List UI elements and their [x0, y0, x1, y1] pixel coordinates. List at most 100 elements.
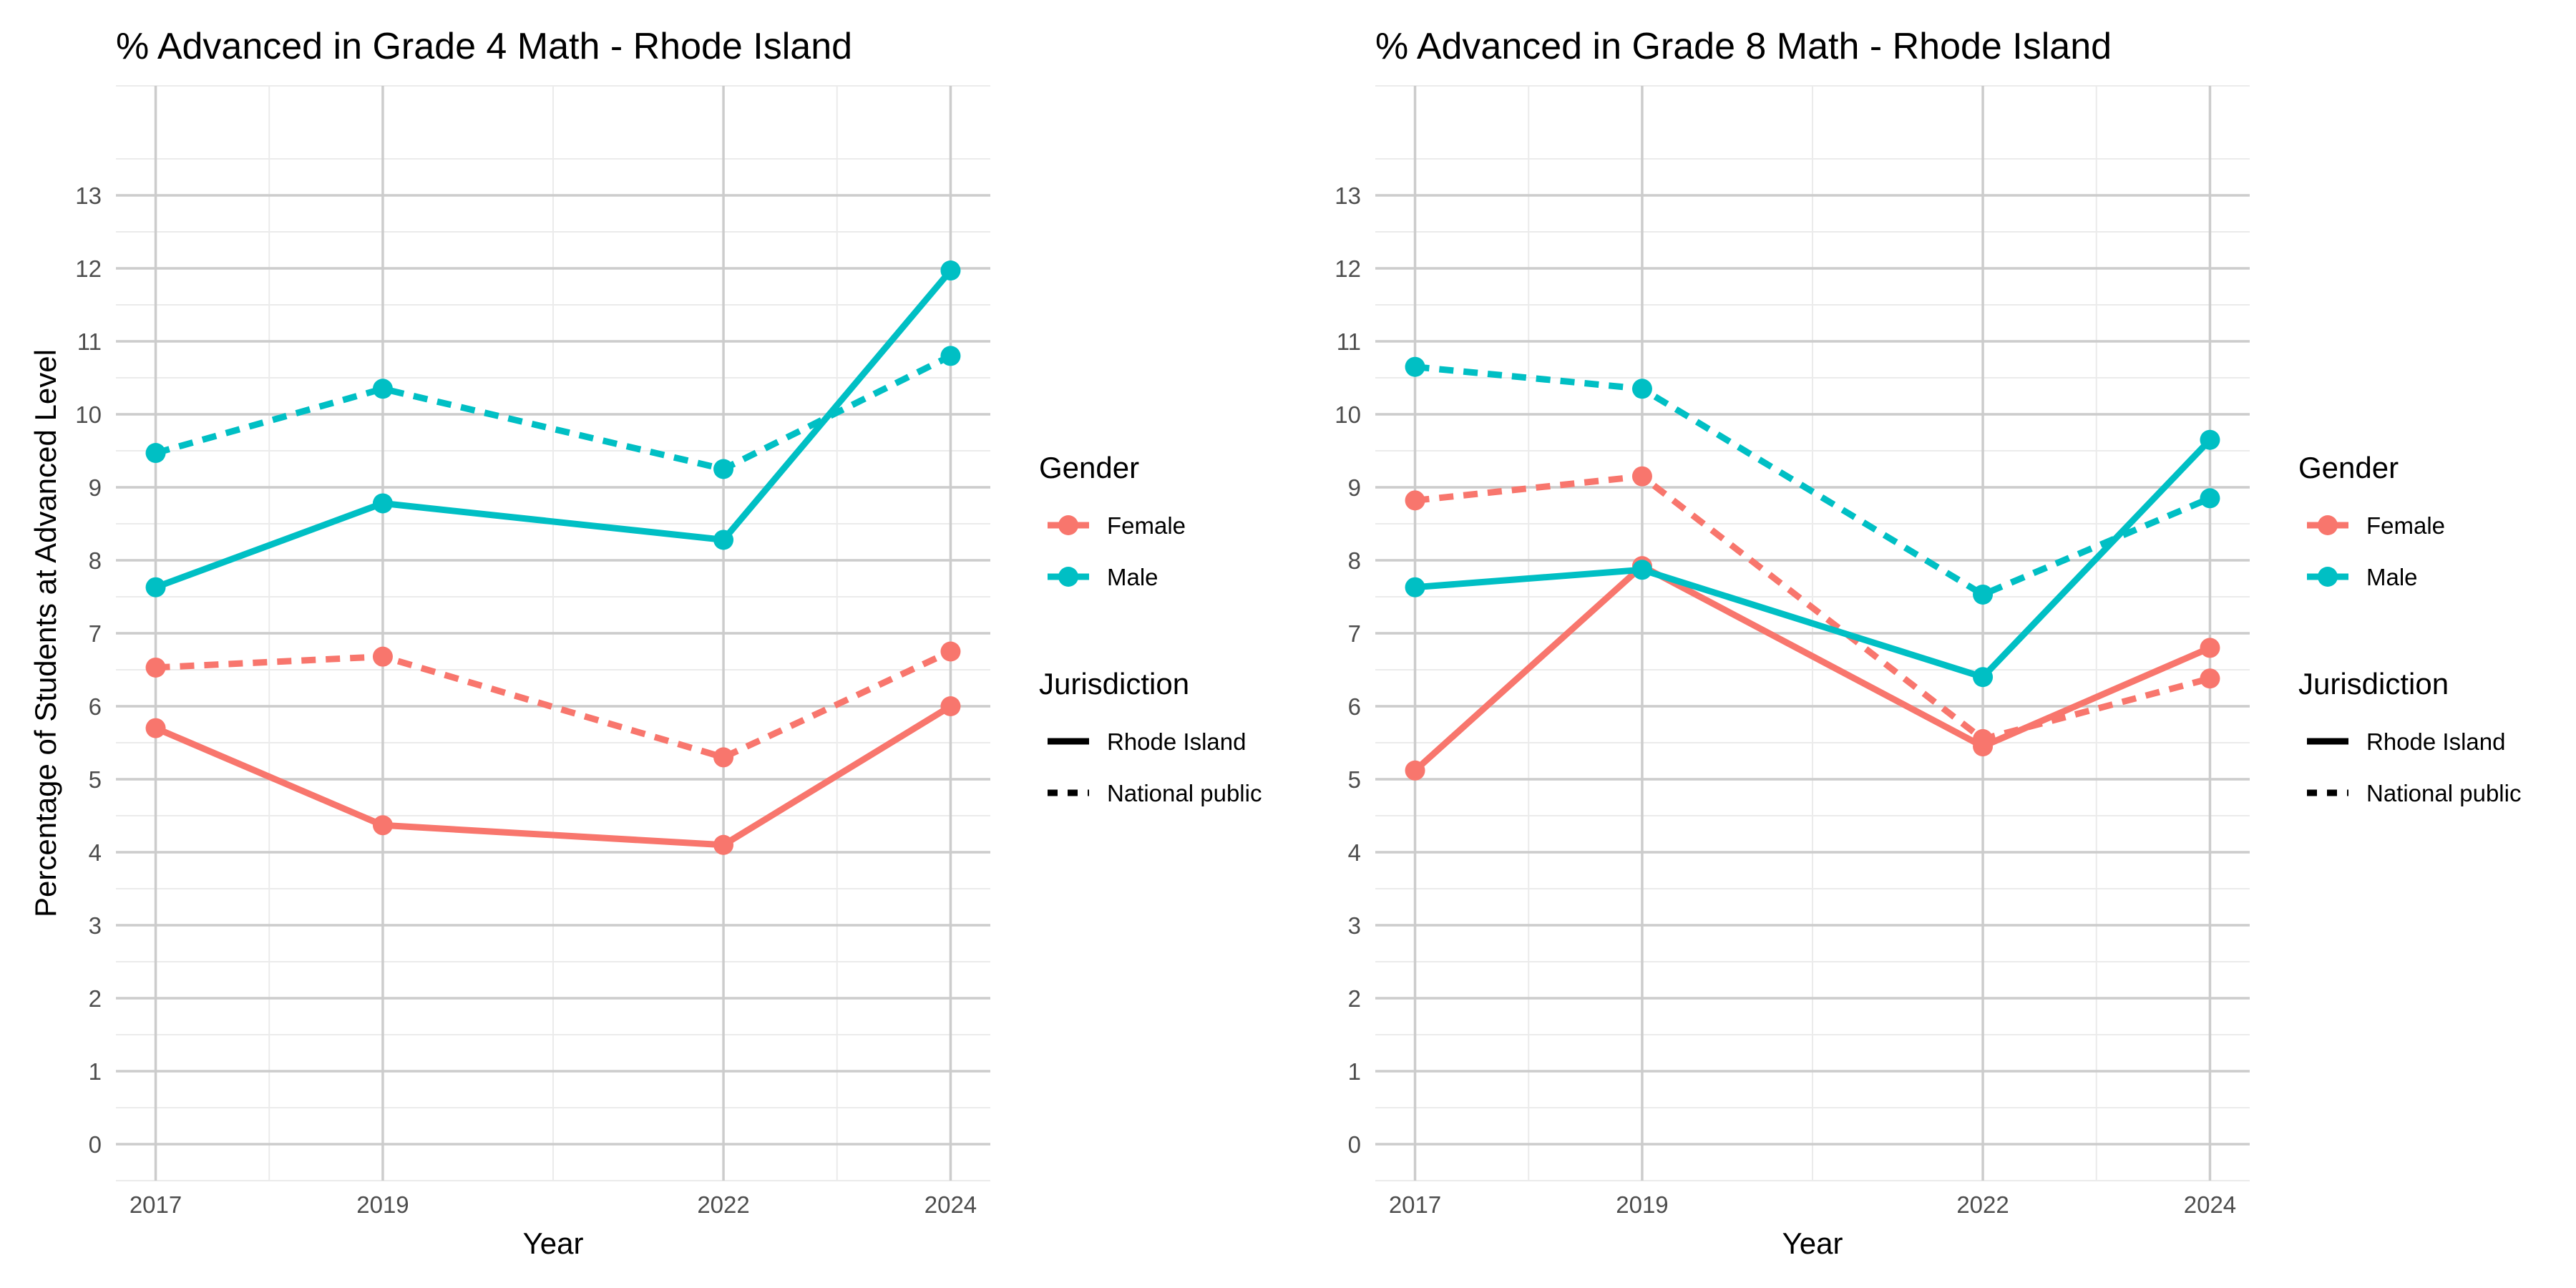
data-point-male [372, 379, 393, 399]
data-point-male [1973, 584, 1994, 605]
legend-title-jurisdiction: Jurisdiction [1039, 667, 1189, 701]
series-line-female-national-public [1415, 473, 2211, 743]
y-tick-label: 4 [1348, 839, 1361, 866]
legend-label-rhode-island: Rhode Island [2366, 728, 2505, 755]
y-tick-label: 5 [1348, 766, 1361, 793]
legend-label-female: Female [2366, 512, 2445, 539]
data-point-female [145, 718, 166, 738]
legend: Gender Female Male Jurisdiction Rhode Island… [2298, 451, 2521, 806]
y-tick-label: 9 [89, 474, 102, 501]
data-point-female [2200, 638, 2220, 658]
x-tick-label: 2024 [2184, 1191, 2236, 1218]
legend-title-jurisdiction: Jurisdiction [2298, 667, 2449, 701]
data-point-female [1405, 760, 1425, 781]
data-point-male [713, 530, 734, 550]
legend-title-gender: Gender [2298, 451, 2399, 484]
x-axis-title: Year [523, 1226, 584, 1260]
data-point-male [2200, 429, 2220, 450]
series-line-male-national-public [1415, 364, 2212, 598]
legend-label-rhode-island: Rhode Island [1107, 728, 1246, 755]
y-tick-label: 10 [75, 401, 102, 428]
data-point-female [2200, 668, 2220, 689]
y-tick-label: 9 [1348, 474, 1361, 501]
data-point-male [372, 493, 393, 514]
y-tick-label: 13 [1335, 182, 1361, 209]
series-line-male-rhode-island [154, 268, 953, 590]
y-tick-label: 2 [1348, 985, 1361, 1012]
data-point-female [713, 834, 734, 855]
y-tick-label: 8 [89, 547, 102, 574]
y-tick-label: 12 [1335, 255, 1361, 282]
legend-label-male: Male [1107, 564, 1158, 590]
series-line-male-rhode-island [1415, 437, 2212, 680]
data-point-male [940, 346, 961, 366]
legend-key-point-male [2318, 567, 2338, 587]
y-tick-label: 11 [77, 328, 102, 355]
x-axis-title: Year [1782, 1226, 1843, 1260]
x-tick-label: 2019 [1616, 1191, 1668, 1218]
y-tick-label: 5 [89, 766, 102, 793]
data-point-female [713, 747, 734, 768]
x-tick-label: 2019 [356, 1191, 409, 1218]
legend-title-gender: Gender [1039, 451, 1139, 484]
x-tick-label: 2022 [697, 1191, 749, 1218]
data-point-male [1405, 577, 1425, 597]
y-axis-title: Percentage of Students at Advanced Level [29, 349, 62, 917]
data-point-female [145, 657, 166, 678]
y-tick-label: 6 [1348, 693, 1361, 720]
data-point-male [1405, 356, 1425, 377]
data-point-male [1631, 560, 1652, 580]
data-point-female [372, 646, 393, 667]
series-line-male-national-public [155, 353, 952, 472]
legend: Gender Female Male Jurisdiction Rhode Island… [1039, 451, 1262, 806]
legend-key-point-female [1058, 515, 1078, 535]
y-tick-label: 2 [89, 985, 102, 1012]
data-point-female [940, 641, 961, 662]
series-line-female-national-public [155, 648, 952, 761]
x-tick-label: 2022 [1956, 1191, 2009, 1218]
data-point-female [1631, 466, 1652, 487]
series-line-female-rhode-island [1413, 562, 2212, 774]
data-point-male [145, 577, 166, 597]
y-tick-label: 1 [1348, 1058, 1361, 1085]
y-tick-label: 10 [1335, 401, 1361, 428]
data-point-female [1973, 728, 1994, 749]
data-point-female [372, 815, 393, 836]
data-point-male [1631, 379, 1652, 399]
y-tick-label: 1 [89, 1058, 102, 1085]
data-point-female [940, 696, 961, 716]
x-tick-label: 2017 [1389, 1191, 1441, 1218]
chart-title: % Advanced in Grade 4 Math - Rhode Islan… [116, 26, 852, 67]
y-tick-label: 3 [1348, 912, 1361, 939]
legend-label-national-public: National public [2366, 780, 2521, 806]
chart-title: % Advanced in Grade 8 Math - Rhode Islan… [1375, 26, 2112, 67]
y-tick-label: 3 [89, 912, 102, 939]
y-tick-label: 4 [89, 839, 102, 866]
y-tick-label: 0 [1348, 1131, 1361, 1158]
data-point-male [940, 260, 961, 281]
legend-key-point-male [1058, 567, 1078, 587]
x-tick-label: 2024 [924, 1191, 977, 1218]
y-tick-label: 0 [89, 1131, 102, 1158]
legend-label-female: Female [1107, 512, 1186, 539]
legend-key-point-female [2318, 515, 2338, 535]
legend-label-national-public: National public [1107, 780, 1262, 806]
data-point-male [1973, 667, 1994, 688]
series-line-female-rhode-island [154, 703, 952, 849]
y-tick-label: 7 [1348, 620, 1361, 647]
y-tick-label: 12 [75, 255, 102, 282]
y-tick-label: 13 [75, 182, 102, 209]
x-tick-label: 2017 [130, 1191, 182, 1218]
data-point-male [145, 443, 166, 464]
y-tick-label: 6 [89, 693, 102, 720]
y-tick-label: 8 [1348, 547, 1361, 574]
y-tick-label: 11 [1337, 328, 1361, 355]
legend-label-male: Male [2366, 564, 2418, 590]
data-point-male [2200, 488, 2220, 509]
data-point-female [1405, 490, 1425, 511]
y-tick-label: 7 [89, 620, 102, 647]
data-point-male [713, 459, 734, 479]
